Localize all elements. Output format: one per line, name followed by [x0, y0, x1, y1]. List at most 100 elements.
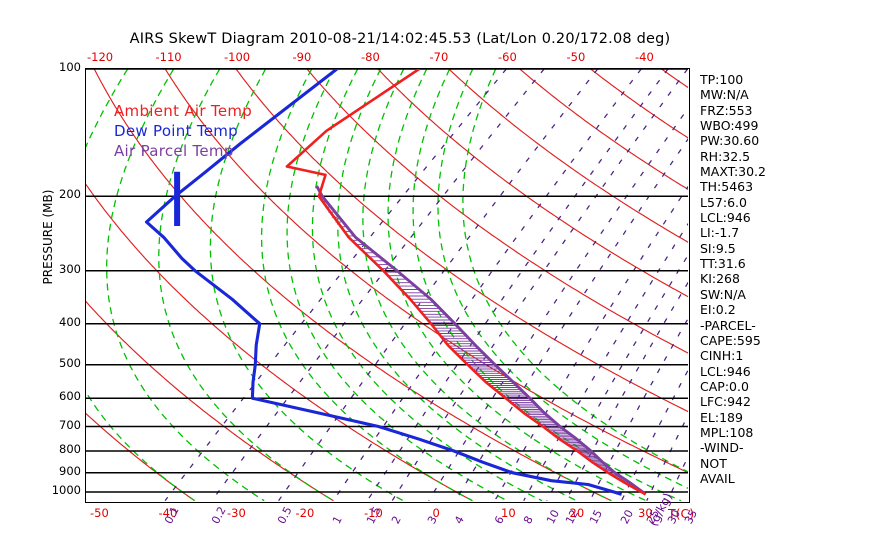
- dewpoint-trace: [144, 69, 623, 496]
- pressure-tick-label: 200: [59, 187, 81, 202]
- parcel-trace: [315, 185, 647, 496]
- parameter-row: FRZ:553: [700, 102, 753, 118]
- legend-item-2: Air Parcel Temp: [114, 142, 234, 160]
- top-temp-tick-label: -100: [224, 50, 251, 64]
- parameter-row: MAXT:30.2: [700, 164, 766, 180]
- moist-adiabat-line: [86, 69, 196, 501]
- parameter-row: CAP:0.0: [700, 378, 749, 394]
- parameter-row: CINH:1: [700, 348, 744, 364]
- skewt-svg: [86, 69, 688, 501]
- bottom-temp-tick-label: 0: [432, 506, 440, 520]
- mixing-ratio-line: [211, 69, 545, 501]
- dry-adiabat-line: [86, 412, 195, 501]
- mixing-ratio-line: [366, 69, 669, 501]
- mixing-ratio-line: [454, 137, 688, 501]
- mixing-ratio-tick-label: 2: [389, 513, 404, 527]
- parameter-row: NOT: [700, 455, 727, 471]
- mixing-ratio-line: [494, 185, 688, 501]
- parameter-row: -WIND-: [700, 440, 744, 456]
- dry-adiabat-line: [235, 69, 688, 413]
- parameter-row: WBO:499: [700, 118, 759, 134]
- mixing-ratio-tick-label: 4: [452, 513, 468, 527]
- parameter-row: CAPE:595: [700, 332, 761, 348]
- dry-adiabat-line: [164, 69, 688, 474]
- pressure-tick-label: 900: [59, 463, 81, 478]
- moist-adiabat-line: [437, 69, 688, 489]
- mixing-ratio-line: [428, 107, 688, 501]
- parameter-row: TT:31.6: [700, 256, 746, 272]
- top-temp-tick-label: -40: [635, 50, 654, 64]
- bottom-temp-tick-label: -50: [90, 506, 109, 520]
- top-temp-tick-label: -90: [292, 50, 312, 64]
- bottom-temp-tick-label: -30: [227, 506, 246, 520]
- mixing-ratio-line: [391, 69, 688, 501]
- parameter-row: MPL:108: [700, 424, 754, 440]
- parameter-row: KI:268: [700, 271, 740, 287]
- parameter-row: EL:189: [700, 409, 743, 425]
- temp-unit-label: T(C): [668, 506, 695, 521]
- dry-adiabat-line: [377, 69, 688, 298]
- moist-adiabat-line: [462, 69, 688, 473]
- dry-adiabat-line: [86, 183, 473, 501]
- top-temp-tick-label: -70: [429, 50, 449, 64]
- dry-adiabat-line: [519, 69, 688, 190]
- moist-adiabat-line: [260, 69, 473, 501]
- mixing-ratio-tick-label: 20: [618, 507, 637, 527]
- bottom-temp-tick-label: -10: [364, 506, 383, 520]
- parameter-row: EI:0.2: [700, 302, 736, 318]
- moist-adiabat-line: [106, 69, 265, 501]
- moist-adiabat-line: [412, 69, 682, 501]
- bottom-temp-tick-label: -40: [158, 506, 178, 520]
- pressure-tick-label: 700: [59, 417, 81, 432]
- moist-adiabat-line: [209, 69, 404, 501]
- top-temp-tick-label: -120: [87, 50, 114, 64]
- bottom-temp-tick-label: -20: [295, 506, 315, 520]
- dry-adiabat-line: [306, 69, 688, 354]
- parameter-row: SW:N/A: [700, 286, 746, 302]
- parameter-row: SI:9.5: [700, 240, 736, 256]
- parameter-row: AVAIL: [700, 470, 735, 486]
- moist-adiabat-line: [311, 69, 543, 501]
- dry-adiabat-line: [448, 69, 688, 243]
- parameter-row: LCL:946: [700, 363, 751, 379]
- mixing-ratio-tick-label: 10: [543, 507, 562, 527]
- pressure-tick-label: 400: [59, 314, 81, 329]
- parameter-row: MW:N/A: [700, 87, 749, 103]
- moist-adiabat-line: [337, 69, 577, 501]
- parameter-row: L57:6.0: [700, 194, 747, 210]
- dry-adiabat-line: [86, 300, 334, 501]
- cape-shaded-region: [318, 195, 644, 494]
- parameter-row: TH:5463: [700, 179, 754, 195]
- mixing-ratio-line: [523, 222, 688, 501]
- parameter-row: -PARCEL-: [700, 317, 756, 333]
- parameter-row: TP:100: [700, 72, 744, 87]
- pressure-tick-label: 100: [59, 60, 81, 74]
- parameter-row: LFC:942: [700, 394, 751, 410]
- bottom-temp-tick-label: 30: [638, 506, 653, 520]
- mixing-ratio-line: [332, 69, 642, 501]
- skewt-plot-area: [85, 68, 690, 503]
- top-temp-tick-label: -80: [361, 50, 380, 64]
- moist-adiabat-line: [362, 69, 612, 501]
- pressure-tick-label: 600: [59, 389, 81, 404]
- mixing-ratio-tick-label: 0.5: [275, 504, 296, 527]
- mixing-ratio-tick-label: 1: [330, 513, 345, 527]
- moist-adiabat-line: [286, 69, 508, 501]
- pressure-tick-label: 300: [59, 261, 81, 276]
- parameter-row: LCL:946: [700, 210, 751, 226]
- mixing-ratio-line: [589, 317, 688, 501]
- moist-adiabat-line: [387, 69, 647, 501]
- mixing-ratio-tick-label: 15: [586, 507, 605, 527]
- pressure-tick-label: 500: [59, 355, 81, 370]
- pressure-tick-label: 1000: [51, 483, 81, 498]
- legend-item-0: Ambient Air Temp: [114, 102, 253, 120]
- mixing-ratio-tick-label: 0.2: [208, 504, 229, 527]
- bottom-temp-tick-label: 20: [569, 506, 585, 520]
- bottom-temp-tick-label: 10: [501, 506, 516, 520]
- parameter-row: LI:-1.7: [700, 225, 740, 241]
- pressure-tick-label: 800: [59, 442, 81, 457]
- page-title: AIRS SkewT Diagram 2010-08-21/14:02:45.5…: [129, 31, 671, 47]
- parameter-row: PW:30.60: [700, 133, 760, 149]
- mixing-ratio-line: [278, 69, 599, 501]
